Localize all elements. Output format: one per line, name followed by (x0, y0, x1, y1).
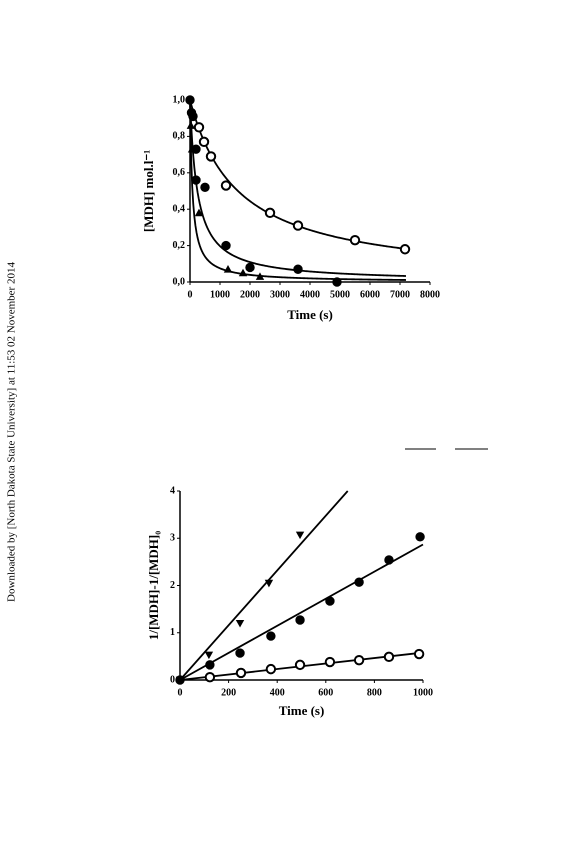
data-point (264, 207, 276, 219)
x-axis-title: Time (s) (279, 703, 325, 718)
fit-curve (189, 99, 407, 281)
data-point (187, 144, 197, 153)
y-tick-label: 4 (170, 485, 175, 496)
y-tick-label: 0 (170, 674, 175, 685)
data-point (349, 234, 361, 246)
data-point (204, 651, 214, 660)
data-point (198, 136, 210, 148)
data-point (238, 268, 248, 277)
data-point (235, 667, 247, 679)
data-point (200, 182, 210, 193)
x-tick-label: 2000 (240, 289, 260, 300)
data-point (220, 180, 232, 191)
fit-curve (179, 543, 424, 681)
sidebar: Downloaded by [North Dakota State Univer… (6, 262, 18, 602)
data-point (294, 659, 306, 671)
y-tick-label: 1 (170, 627, 175, 638)
y-tick-label: 0,0 (173, 276, 186, 287)
x-tick-label: 0 (188, 289, 193, 300)
y-tick-label: 3 (170, 533, 175, 544)
data-point (293, 264, 303, 274)
data-point (223, 265, 233, 273)
y-tick-label: 0,6 (173, 167, 186, 178)
data-point (235, 619, 245, 628)
data-point (292, 220, 304, 231)
data-point (193, 122, 205, 133)
data-point (354, 577, 364, 587)
data-point (194, 208, 204, 217)
x-tick-label: 1000 (210, 289, 230, 300)
x-tick-label: 3000 (270, 289, 290, 300)
y-axis-title: [MDH] mol.l⁻¹ (141, 150, 156, 232)
y-tick-label: 2 (170, 580, 175, 591)
y-axis-title: 1/[MDH]-1/[MDH]₀ (146, 531, 161, 640)
data-point (205, 660, 215, 670)
data-point (266, 631, 276, 641)
data-point (384, 555, 394, 565)
data-point (264, 579, 274, 588)
data-point (255, 272, 265, 280)
data-point (204, 671, 216, 683)
data-point (205, 151, 217, 162)
x-tick-label: 7000 (390, 289, 410, 300)
x-tick-label: 1000 (413, 687, 433, 698)
data-point (295, 531, 305, 540)
fit-curve (179, 490, 349, 681)
data-point (325, 596, 335, 606)
data-point (235, 648, 245, 658)
x-tick-label: 400 (270, 687, 285, 698)
x-tick-label: 6000 (360, 289, 380, 300)
x-axis-title: Time (s) (287, 307, 333, 322)
data-point (245, 262, 255, 273)
data-point (221, 240, 231, 251)
data-point (415, 532, 425, 542)
data-point (186, 121, 196, 129)
y-tick-label: 1,0 (173, 94, 186, 105)
x-tick-label: 8000 (420, 289, 440, 300)
x-tick-label: 600 (318, 687, 333, 698)
data-point (353, 654, 365, 666)
data-point (295, 615, 305, 625)
x-tick-label: 200 (221, 687, 236, 698)
y-tick-label: 0,2 (173, 240, 186, 251)
data-point (399, 244, 411, 255)
data-point (191, 175, 201, 185)
x-tick-label: 4000 (300, 289, 320, 300)
data-point (265, 663, 277, 675)
y-tick-label: 0,4 (173, 203, 186, 214)
x-tick-label: 0 (178, 687, 183, 698)
data-point (324, 656, 336, 668)
y-tick-label: 0,8 (173, 131, 186, 142)
data-point (413, 648, 425, 660)
x-tick-label: 800 (367, 687, 382, 698)
x-tick-label: 5000 (330, 289, 350, 300)
data-point (383, 651, 395, 663)
